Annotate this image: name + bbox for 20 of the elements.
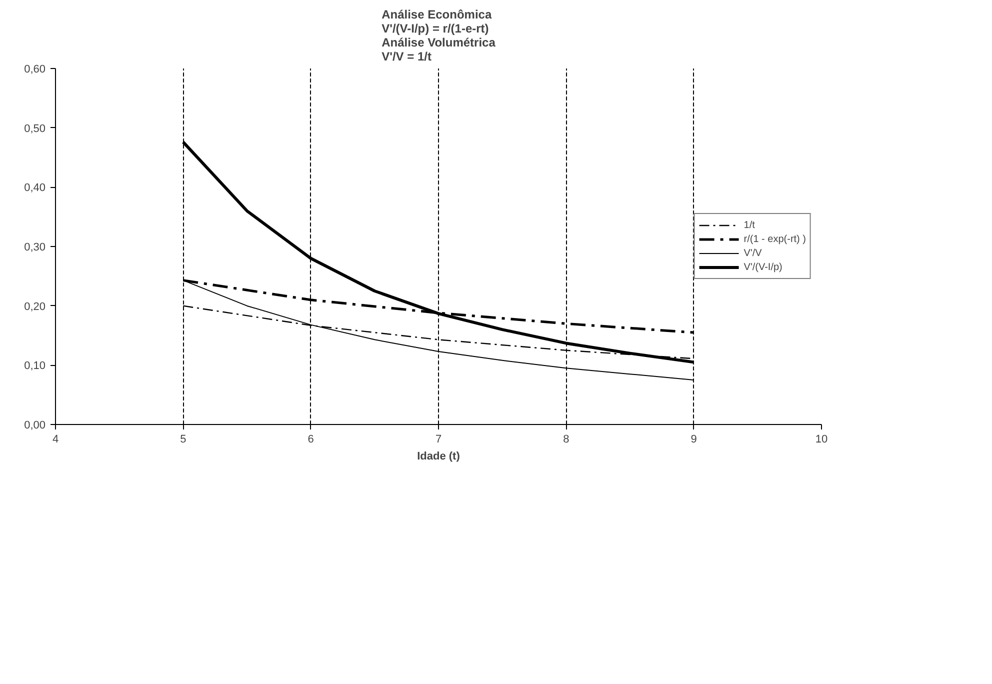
y-tick-label: 0,10 [24, 360, 46, 372]
y-tick-label: 0,40 [24, 182, 46, 194]
y-tick-label: 0,50 [24, 122, 46, 135]
legend-label: V'/V [744, 246, 763, 260]
x-tick-label: 7 [435, 434, 442, 446]
x-tick-label: 9 [690, 434, 697, 446]
x-axis-title: Idade (t) [417, 450, 460, 462]
x-tick-label: 6 [308, 434, 314, 446]
legend-label: V'/(V-I/p) [744, 260, 782, 274]
x-tick-label: 10 [815, 434, 828, 446]
y-tick-label: 0,30 [24, 242, 46, 254]
x-tick-label: 5 [180, 434, 186, 446]
y-tick-label: 0,00 [24, 420, 46, 432]
x-tick-label: 4 [52, 434, 59, 446]
y-tick-label: 0,20 [24, 300, 46, 313]
x-tick-label: 8 [563, 434, 570, 446]
chart-title: Análise Econômica V'/(V-I/p) = r/(1-e-rt) Análise Volumétrica V'/V = 1/t [382, 8, 496, 64]
y-tick-label: 0,60 [24, 64, 46, 76]
legend-label: 1/t [744, 218, 756, 232]
legend-label: r/(1 - exp(-rt) ) [744, 232, 806, 246]
